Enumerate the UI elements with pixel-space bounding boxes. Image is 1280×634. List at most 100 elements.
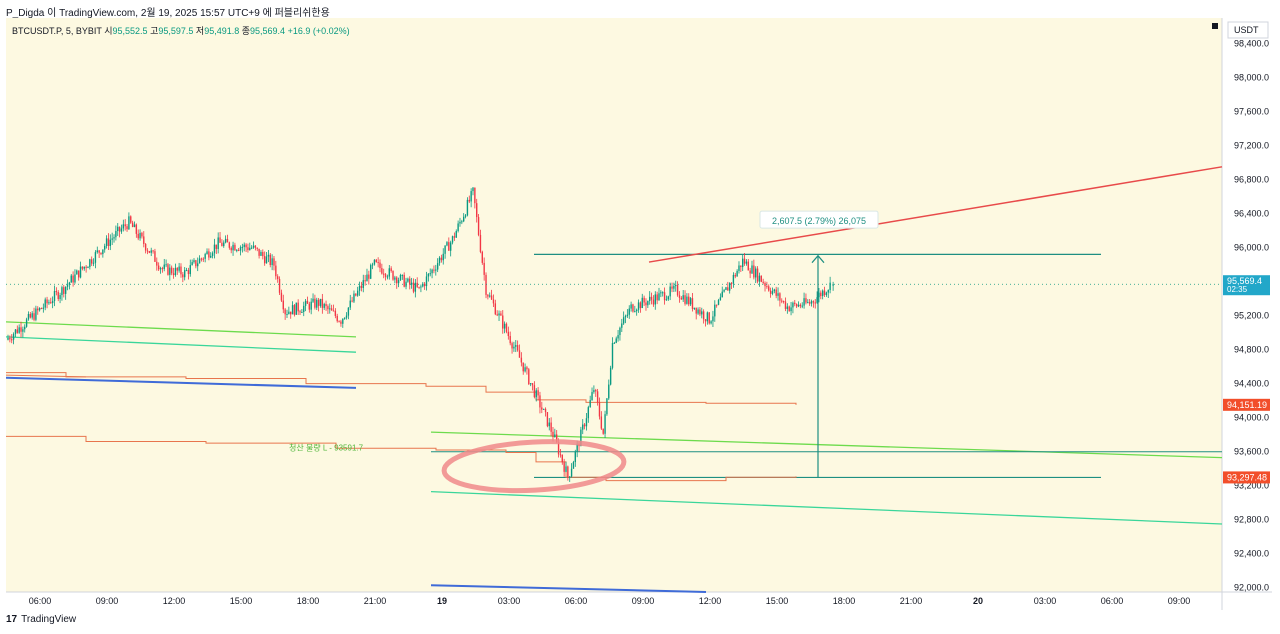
candle-body [654,294,656,305]
candle-body [816,297,818,303]
candle-body [349,300,351,308]
candle-body [476,203,478,218]
candle-body [303,305,305,312]
green-channel-top-right [430,431,1223,459]
candle-body [435,269,437,271]
candle-body [814,302,816,304]
candle-body [665,299,668,301]
candle-body [316,299,318,308]
currency-button[interactable] [1227,21,1269,39]
candle-body [768,286,770,291]
candle-body [256,247,258,249]
time-tick-label: 15:00 [230,596,253,606]
candle-body [736,270,738,277]
time-tick-label: 06:00 [1101,596,1124,606]
candle-body [161,268,164,270]
attribution-text: P_Digda 이 TradingView.com, 2월 19, 2025 1… [6,8,330,19]
candle-body [442,253,444,261]
price-tick-label: 95,200.0 [1234,311,1269,321]
candle-body [228,242,231,248]
candle-body [732,274,735,284]
teal-channel-bottom-left [6,336,357,353]
candle-body [46,299,48,304]
candle-body [193,260,195,263]
candle-body [818,292,820,298]
candle-body [608,384,610,399]
maximize-icon[interactable] [1212,23,1218,29]
candle-body [37,308,39,311]
candle-body [178,266,180,271]
candle-body [574,451,576,463]
candle-body [409,278,411,285]
candle-body [12,334,15,340]
candle-body [202,258,204,260]
time-tick-label: 15:00 [766,596,789,606]
time-axis[interactable]: 06:00 09:00 12:00 15:00 18:00 21:00 19 03:00 06:… [29,596,1191,606]
change-value: +16.9 (+0.02%) [287,26,350,36]
candle-body [72,275,74,283]
candle-body [182,274,184,278]
teal-channel-bottom-right [430,491,1223,525]
candle-body [494,303,497,315]
candle-body [96,250,98,253]
candle-body [671,286,673,289]
candle-body [53,291,56,302]
candle-body [104,245,106,250]
candle-body [184,270,186,278]
time-tick-label: 20 [973,596,983,606]
candle-body [477,217,480,235]
candle-body [728,283,731,291]
candle-body [686,296,688,304]
candle-body [217,237,219,249]
candle-body [407,278,409,282]
candle-body [516,345,519,351]
candle-body [593,390,595,393]
candle-body [403,274,405,287]
candle-body [237,249,240,251]
candle-body [159,268,162,270]
symbol-label[interactable]: BTCUSDT.P, 5, BYBIT [12,26,102,36]
candle-body [422,283,424,287]
candle-body [526,367,528,370]
candle-body [139,232,141,239]
current-price-value: 95,569.4 [1227,276,1262,286]
candle-body [342,318,344,324]
candle-body [351,300,353,302]
candle-body [355,293,357,296]
candle-body [559,454,562,456]
candle-body [825,292,828,295]
candle-body [755,268,757,278]
candle-body [44,299,46,308]
candle-body [563,462,565,472]
price-tick-label: 94,000.0 [1234,413,1269,423]
price-axis[interactable]: 98,400.0 98,000.0 97,600.0 97,200.0 96,800.0… [1223,39,1270,593]
chart-frame[interactable]: 2,607.5 (2.79%) 26,075 청산 물량 L - 93591.7 … [6,18,1272,610]
level-red-2-badge [1223,471,1270,484]
candle-body [66,284,69,287]
candle-body [308,303,311,310]
open-value: 95,552.5 [112,26,148,36]
candle-body [632,304,634,312]
candle-body [167,264,169,275]
price-tick-label: 96,000.0 [1234,243,1269,253]
candle-body [509,336,511,344]
candle-body [792,302,794,308]
candle-body [431,269,433,274]
candle-body [544,408,547,413]
candle-body [723,289,725,292]
candle-body [187,270,190,275]
candle-body [717,300,720,305]
candle-body [20,327,22,332]
candle-body [185,270,188,272]
candle-body [156,261,158,266]
candle-body [169,267,171,275]
candle-body [109,239,111,247]
candle-body [446,242,448,246]
candle-body [550,422,552,432]
candle-body [808,302,811,304]
candle-body [533,385,536,398]
plot-background [6,18,1222,592]
candle-body [797,304,800,307]
candle-body [210,255,212,258]
